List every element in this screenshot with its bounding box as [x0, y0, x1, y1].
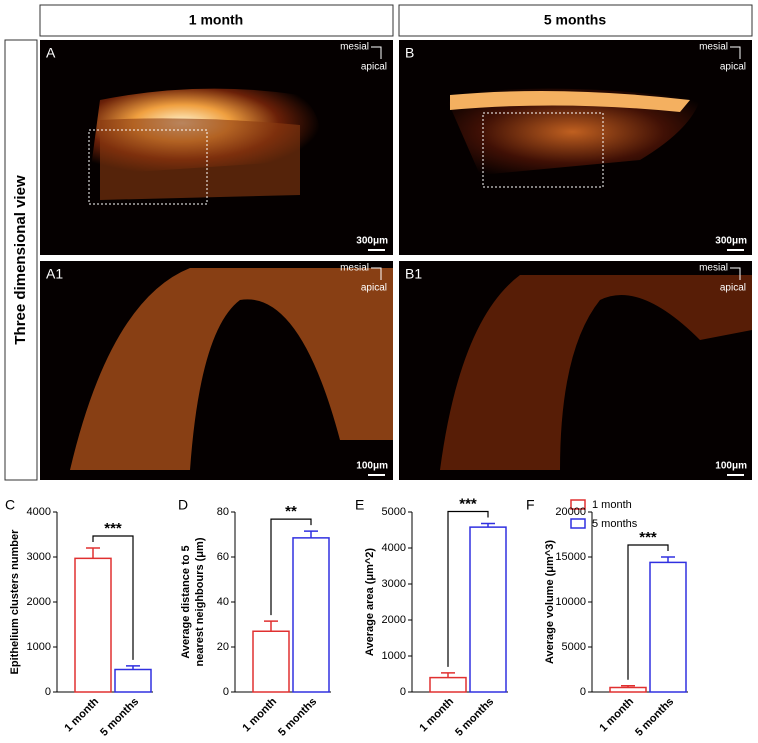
y-tick-label: 20000 — [555, 506, 586, 518]
y-tick-label: 0 — [400, 686, 406, 698]
error-bar — [441, 672, 455, 678]
row-header-box — [4, 39, 38, 481]
orientation-label: apical — [361, 283, 387, 294]
x-tick-label: 1 month — [597, 695, 636, 734]
y-tick-label: 3000 — [27, 551, 51, 563]
panel-label: C — [5, 497, 15, 513]
scale-label: 300μm — [715, 236, 747, 247]
orientation-label: apical — [720, 283, 746, 294]
x-tick-label: 1 month — [62, 695, 101, 734]
error-bar — [264, 620, 278, 632]
column-header: 1 month — [189, 12, 243, 28]
orientation-arrow — [371, 46, 382, 59]
y-tick-label: 5000 — [382, 506, 406, 518]
y-tick-label: 2000 — [27, 596, 51, 608]
significance-bracket — [92, 535, 134, 660]
y-tick-label: 4000 — [382, 542, 406, 554]
legend-label: 5 months — [592, 518, 638, 530]
error-bar — [86, 547, 100, 559]
y-tick-label: 80 — [217, 506, 229, 518]
y-tick-label: 20 — [217, 641, 229, 653]
panel-label: F — [526, 497, 535, 513]
y-axis-label: Average area (μm^2) — [364, 548, 376, 656]
bar — [252, 630, 290, 693]
x-tick-label: 1 month — [240, 695, 279, 734]
y-tick-label: 40 — [217, 596, 229, 608]
header-box — [398, 4, 753, 37]
bar — [469, 526, 507, 693]
y-tick-label: 4000 — [27, 506, 51, 518]
bar — [609, 686, 647, 693]
panel-label: B1 — [405, 266, 422, 282]
error-bar — [621, 684, 635, 688]
y-axis-label: nearest neighbours (μm) — [194, 537, 206, 666]
orientation-arrow — [371, 267, 382, 280]
significance-bracket — [270, 518, 312, 616]
column-header: 5 months — [544, 12, 606, 28]
scale-label: 100μm — [715, 461, 747, 472]
significance: *** — [639, 529, 657, 546]
significance-bracket — [447, 510, 489, 667]
y-tick-label: 3000 — [382, 578, 406, 590]
scale-label: 100μm — [356, 461, 388, 472]
x-tick-label: 5 months — [98, 696, 141, 739]
x-tick-label: 5 months — [276, 696, 319, 739]
inset-box — [482, 112, 604, 188]
error-bar — [126, 665, 140, 670]
bar — [114, 668, 152, 693]
error-bar — [481, 522, 495, 528]
error-bar — [304, 530, 318, 538]
y-tick-label: 15000 — [555, 551, 586, 563]
significance-bracket — [627, 544, 669, 680]
orientation-arrow — [730, 267, 741, 280]
x-tick-label: 5 months — [453, 696, 496, 739]
orientation-label: mesial — [699, 263, 728, 274]
orientation-label: mesial — [340, 42, 369, 53]
panel-label: D — [178, 497, 188, 513]
y-axis-label: Epithelium clusters number — [9, 529, 21, 675]
bar — [429, 676, 467, 693]
panel-label: B — [405, 45, 414, 61]
y-tick-label: 10000 — [555, 596, 586, 608]
y-tick-label: 1000 — [27, 641, 51, 653]
panel-label: E — [355, 497, 364, 513]
bar — [649, 561, 687, 693]
significance: ** — [285, 503, 297, 520]
header-box — [39, 4, 394, 37]
y-axis-label: Average volume (μm^3) — [544, 540, 556, 664]
panel-label: A1 — [46, 266, 63, 282]
tissue — [70, 268, 393, 470]
orientation-label: mesial — [340, 263, 369, 274]
y-axis-label: Average distance to 5 — [180, 545, 192, 658]
y-tick-label: 60 — [217, 551, 229, 563]
orientation-label: apical — [361, 62, 387, 73]
y-tick-label: 2000 — [382, 614, 406, 626]
significance: *** — [104, 520, 122, 537]
orientation-label: mesial — [699, 42, 728, 53]
error-bar — [661, 556, 675, 563]
row-header: Three dimensional view — [12, 175, 29, 345]
bar — [292, 537, 330, 693]
x-tick-label: 1 month — [417, 695, 456, 734]
tissue — [440, 275, 752, 470]
y-tick-label: 0 — [580, 686, 586, 698]
y-tick-label: 1000 — [382, 650, 406, 662]
y-tick-label: 0 — [223, 686, 229, 698]
tissue — [100, 118, 300, 200]
y-tick-label: 0 — [45, 686, 51, 698]
scale-label: 300μm — [356, 236, 388, 247]
bar — [74, 557, 112, 693]
legend-swatch — [570, 499, 586, 510]
x-tick-label: 5 months — [633, 696, 676, 739]
y-tick-label: 5000 — [562, 641, 586, 653]
significance: *** — [459, 495, 477, 512]
legend-swatch — [570, 518, 586, 529]
tissue — [450, 91, 690, 112]
panel-label: A — [46, 45, 56, 61]
tissue — [445, 88, 700, 175]
orientation-label: apical — [720, 62, 746, 73]
orientation-arrow — [730, 46, 741, 59]
legend-label: 1 month — [592, 499, 632, 511]
